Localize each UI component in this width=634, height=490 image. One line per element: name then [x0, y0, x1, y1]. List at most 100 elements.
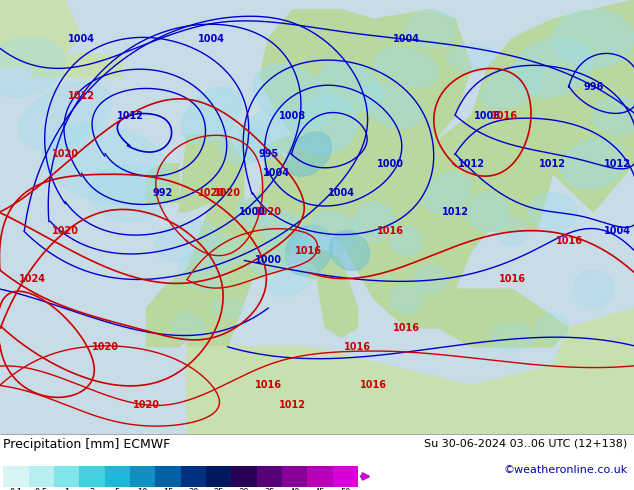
Text: 15: 15 [163, 489, 173, 490]
Polygon shape [254, 65, 332, 128]
Text: 1004: 1004 [263, 169, 290, 178]
Polygon shape [32, 53, 122, 77]
Polygon shape [374, 48, 439, 88]
Text: 1016: 1016 [360, 380, 387, 391]
Text: 5: 5 [115, 489, 120, 490]
Polygon shape [179, 250, 228, 289]
Text: 40: 40 [290, 489, 300, 490]
Polygon shape [390, 226, 423, 255]
Polygon shape [359, 84, 421, 128]
Polygon shape [528, 193, 577, 231]
Polygon shape [211, 299, 244, 318]
Polygon shape [561, 139, 626, 189]
Text: 1020: 1020 [255, 207, 281, 217]
Bar [79, 466, 105, 487]
Polygon shape [155, 221, 219, 261]
Text: 1012: 1012 [279, 400, 306, 410]
Polygon shape [181, 87, 242, 144]
Text: 1020: 1020 [198, 188, 225, 198]
Text: 1012: 1012 [458, 159, 485, 169]
Text: 1016: 1016 [555, 236, 583, 246]
Text: 1000: 1000 [377, 159, 404, 169]
Polygon shape [0, 0, 634, 434]
Bar [29, 466, 54, 487]
Text: 1000: 1000 [255, 255, 281, 265]
Polygon shape [573, 270, 614, 308]
Bar [105, 466, 130, 487]
Text: 1012: 1012 [68, 91, 94, 101]
Text: 1004: 1004 [68, 33, 94, 44]
Bar [206, 466, 231, 487]
Polygon shape [467, 193, 508, 231]
Bar [282, 466, 307, 487]
Polygon shape [187, 347, 634, 434]
Polygon shape [204, 236, 252, 265]
Polygon shape [171, 313, 204, 342]
Polygon shape [236, 197, 268, 226]
Text: 1012: 1012 [442, 207, 469, 217]
Text: 1004: 1004 [604, 226, 631, 236]
Bar [333, 466, 358, 487]
Polygon shape [354, 202, 394, 241]
Text: 1004: 1004 [328, 188, 355, 198]
Text: 0.5: 0.5 [35, 489, 48, 490]
Text: 1016: 1016 [498, 274, 526, 285]
Polygon shape [146, 164, 179, 202]
Polygon shape [286, 132, 332, 176]
Text: 35: 35 [264, 489, 275, 490]
Polygon shape [187, 116, 553, 347]
Polygon shape [248, 246, 288, 274]
Text: 1020: 1020 [51, 149, 79, 159]
Polygon shape [481, 64, 543, 109]
Text: 1004: 1004 [198, 33, 225, 44]
Polygon shape [390, 284, 423, 313]
Text: 1016: 1016 [295, 245, 322, 256]
Text: 2: 2 [89, 489, 94, 490]
Polygon shape [293, 135, 325, 164]
Text: 20: 20 [188, 489, 198, 490]
Polygon shape [219, 125, 268, 164]
Bar [307, 466, 333, 487]
Text: 50: 50 [340, 489, 351, 490]
Polygon shape [261, 211, 308, 252]
Polygon shape [89, 164, 171, 221]
Text: 1020: 1020 [92, 342, 119, 352]
Text: 1020: 1020 [51, 226, 79, 236]
Text: 1012: 1012 [604, 159, 631, 169]
Text: 1008: 1008 [474, 111, 501, 121]
Text: 1004: 1004 [393, 33, 420, 44]
Bar [155, 466, 181, 487]
Polygon shape [0, 0, 81, 68]
Text: 0.1: 0.1 [10, 489, 22, 490]
Text: ©weatheronline.co.uk: ©weatheronline.co.uk [503, 465, 628, 475]
Polygon shape [269, 263, 316, 296]
Text: 1: 1 [64, 489, 69, 490]
Polygon shape [472, 308, 634, 434]
Text: 1012: 1012 [540, 159, 566, 169]
Polygon shape [318, 61, 382, 112]
Bar [257, 466, 282, 487]
Text: 25: 25 [214, 489, 224, 490]
Text: Su 30-06-2024 03..06 UTC (12+138): Su 30-06-2024 03..06 UTC (12+138) [424, 438, 628, 448]
Polygon shape [285, 225, 332, 276]
Text: 1020: 1020 [214, 188, 241, 198]
Polygon shape [439, 289, 569, 347]
Text: 10: 10 [138, 489, 148, 490]
Text: 1020: 1020 [133, 400, 160, 410]
Polygon shape [260, 10, 472, 164]
Polygon shape [536, 313, 569, 342]
Text: 1016: 1016 [491, 111, 517, 121]
Polygon shape [285, 250, 358, 337]
Text: 30: 30 [239, 489, 249, 490]
Bar [3, 466, 29, 487]
Text: 1016: 1016 [255, 380, 281, 391]
Text: 1024: 1024 [19, 274, 46, 285]
Polygon shape [18, 82, 112, 149]
Bar [231, 466, 257, 487]
Polygon shape [293, 96, 358, 154]
Polygon shape [179, 135, 244, 212]
Text: 1000: 1000 [238, 207, 266, 217]
Text: 992: 992 [152, 188, 172, 198]
Polygon shape [492, 323, 533, 352]
Bar [130, 466, 155, 487]
